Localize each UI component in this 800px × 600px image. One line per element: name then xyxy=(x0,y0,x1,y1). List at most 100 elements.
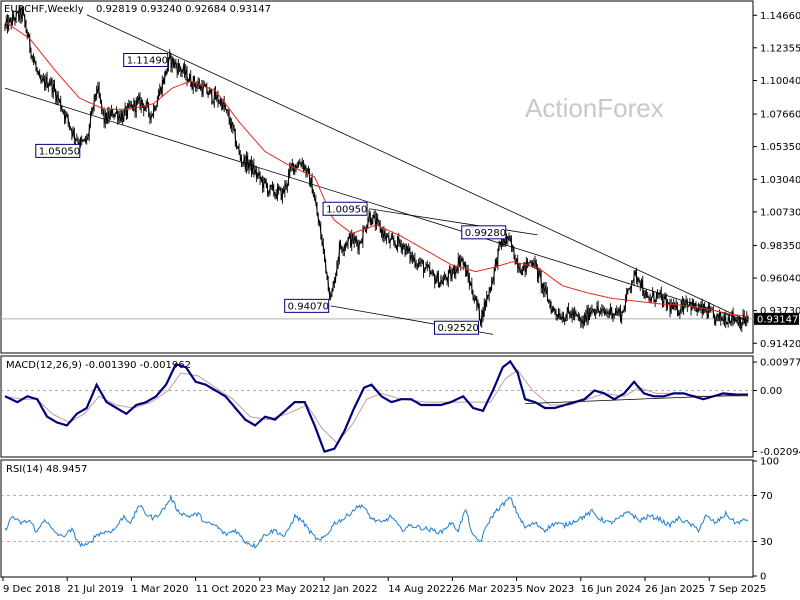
candle-body xyxy=(413,257,416,267)
price-annotation-box xyxy=(35,143,81,158)
candle-body xyxy=(255,169,258,177)
candle-body xyxy=(599,310,602,313)
candle-body xyxy=(645,291,648,298)
candle-body xyxy=(95,90,98,97)
candle-body xyxy=(116,111,119,121)
candle-body xyxy=(152,106,155,115)
price-panel[interactable]: ActionForex EURCHF,Weekly 0.92819 0.9324… xyxy=(0,0,754,354)
current-price-box xyxy=(754,312,799,325)
candle-body xyxy=(373,214,375,217)
macd-lines xyxy=(1,359,753,453)
candle-body xyxy=(426,263,429,267)
candle-body xyxy=(143,108,146,111)
candles xyxy=(3,6,749,333)
candle-body xyxy=(478,303,481,320)
price-annotation-box xyxy=(461,225,507,240)
candle-body xyxy=(371,214,374,225)
candle-body xyxy=(337,259,340,266)
candle-body xyxy=(635,271,638,282)
candle-body xyxy=(641,280,644,294)
rsi-tick-label: 70 xyxy=(760,491,773,502)
time-axis: 9 Dec 2018 21 Jul 2019 1 Mar 2020 11 Oct 20… xyxy=(2,577,766,595)
trendline[interactable] xyxy=(369,208,538,236)
candle-body xyxy=(611,314,615,319)
candle-body xyxy=(574,311,577,315)
candle-body xyxy=(394,242,397,246)
rsi-panel[interactable]: RSI(14) 48.9457 xyxy=(0,459,754,578)
chart-ohlc: 0.92819 0.93240 0.92684 0.93147 xyxy=(96,4,271,15)
candle-body xyxy=(228,113,231,122)
candle-body xyxy=(447,270,450,282)
time-tick-label: 11 Oct 2020 xyxy=(196,584,258,595)
candle-body xyxy=(322,242,325,250)
candle-body xyxy=(470,283,473,293)
rsi-title: RSI(14) 48.9457 xyxy=(6,464,87,475)
candle-body xyxy=(667,302,670,304)
trendlines[interactable] xyxy=(4,14,749,335)
candle-body xyxy=(315,205,319,216)
candle-body xyxy=(392,238,395,243)
candle-body xyxy=(449,270,452,279)
candle-body xyxy=(172,57,175,67)
candle-body xyxy=(67,114,70,123)
candle-body xyxy=(623,309,626,312)
candle-body xyxy=(57,94,60,100)
candle-body xyxy=(287,173,290,184)
time-tick-label: 2 Jan 2022 xyxy=(324,584,378,595)
candle-body xyxy=(707,306,710,318)
macd-trendline[interactable] xyxy=(525,394,749,404)
candle-body xyxy=(480,310,483,325)
moving-average-line xyxy=(4,21,749,318)
candle-body xyxy=(550,304,553,313)
candle-body xyxy=(48,83,51,86)
time-tick-label: 26 Jan 2025 xyxy=(645,584,705,595)
candle-body xyxy=(459,258,462,266)
candle-body xyxy=(85,137,88,142)
candle-body xyxy=(568,311,571,315)
candle-body xyxy=(512,246,516,259)
candle-body xyxy=(250,159,253,173)
candle-body xyxy=(600,308,603,312)
candle-body xyxy=(519,267,522,273)
candle-body xyxy=(567,307,570,312)
chart-symbol: EURCHF,Weekly xyxy=(4,4,84,15)
candle-body xyxy=(442,279,445,284)
time-tick-label: 14 Aug 2022 xyxy=(388,584,452,595)
candle-body xyxy=(214,90,217,100)
time-tick-label: 21 Jul 2019 xyxy=(67,584,124,595)
macd-panel[interactable]: MACD(12,26,9) -0.001390 -0.001962 xyxy=(0,355,754,458)
candle-body xyxy=(270,184,273,187)
candle-body xyxy=(366,220,369,228)
candle-body xyxy=(37,71,40,74)
candle-body xyxy=(22,10,25,16)
candle-body xyxy=(88,125,91,137)
candle-body xyxy=(665,295,668,307)
candle-body xyxy=(52,84,55,94)
candle-body xyxy=(329,296,332,298)
candle-body xyxy=(272,185,275,195)
trendline[interactable] xyxy=(86,14,749,322)
candle-body xyxy=(740,323,743,328)
candle-body xyxy=(195,84,199,89)
candle-body xyxy=(259,172,262,180)
candle-body xyxy=(610,307,613,319)
time-tick-label: 16 Jun 2024 xyxy=(581,584,641,595)
candle-body xyxy=(485,295,488,306)
candle-body xyxy=(11,14,14,26)
candle-body xyxy=(424,263,428,269)
rsi-panel-frame xyxy=(0,459,754,578)
candle-body xyxy=(355,239,358,244)
candle-body xyxy=(323,249,326,260)
price-tick-label: 0.91420 xyxy=(760,339,800,350)
candle-body xyxy=(628,287,631,290)
candle-body xyxy=(327,275,330,291)
trendline[interactable] xyxy=(4,87,749,322)
time-tick-label: 5 Nov 2023 xyxy=(517,584,575,595)
price-tick-label: 1.10040 xyxy=(760,76,800,87)
candle-body xyxy=(296,166,299,169)
rsi-tick-label: 30 xyxy=(760,537,773,548)
candle-body xyxy=(183,65,186,76)
price-annotation-box xyxy=(123,53,169,68)
candle-body xyxy=(62,110,65,113)
candle-body xyxy=(138,96,142,109)
